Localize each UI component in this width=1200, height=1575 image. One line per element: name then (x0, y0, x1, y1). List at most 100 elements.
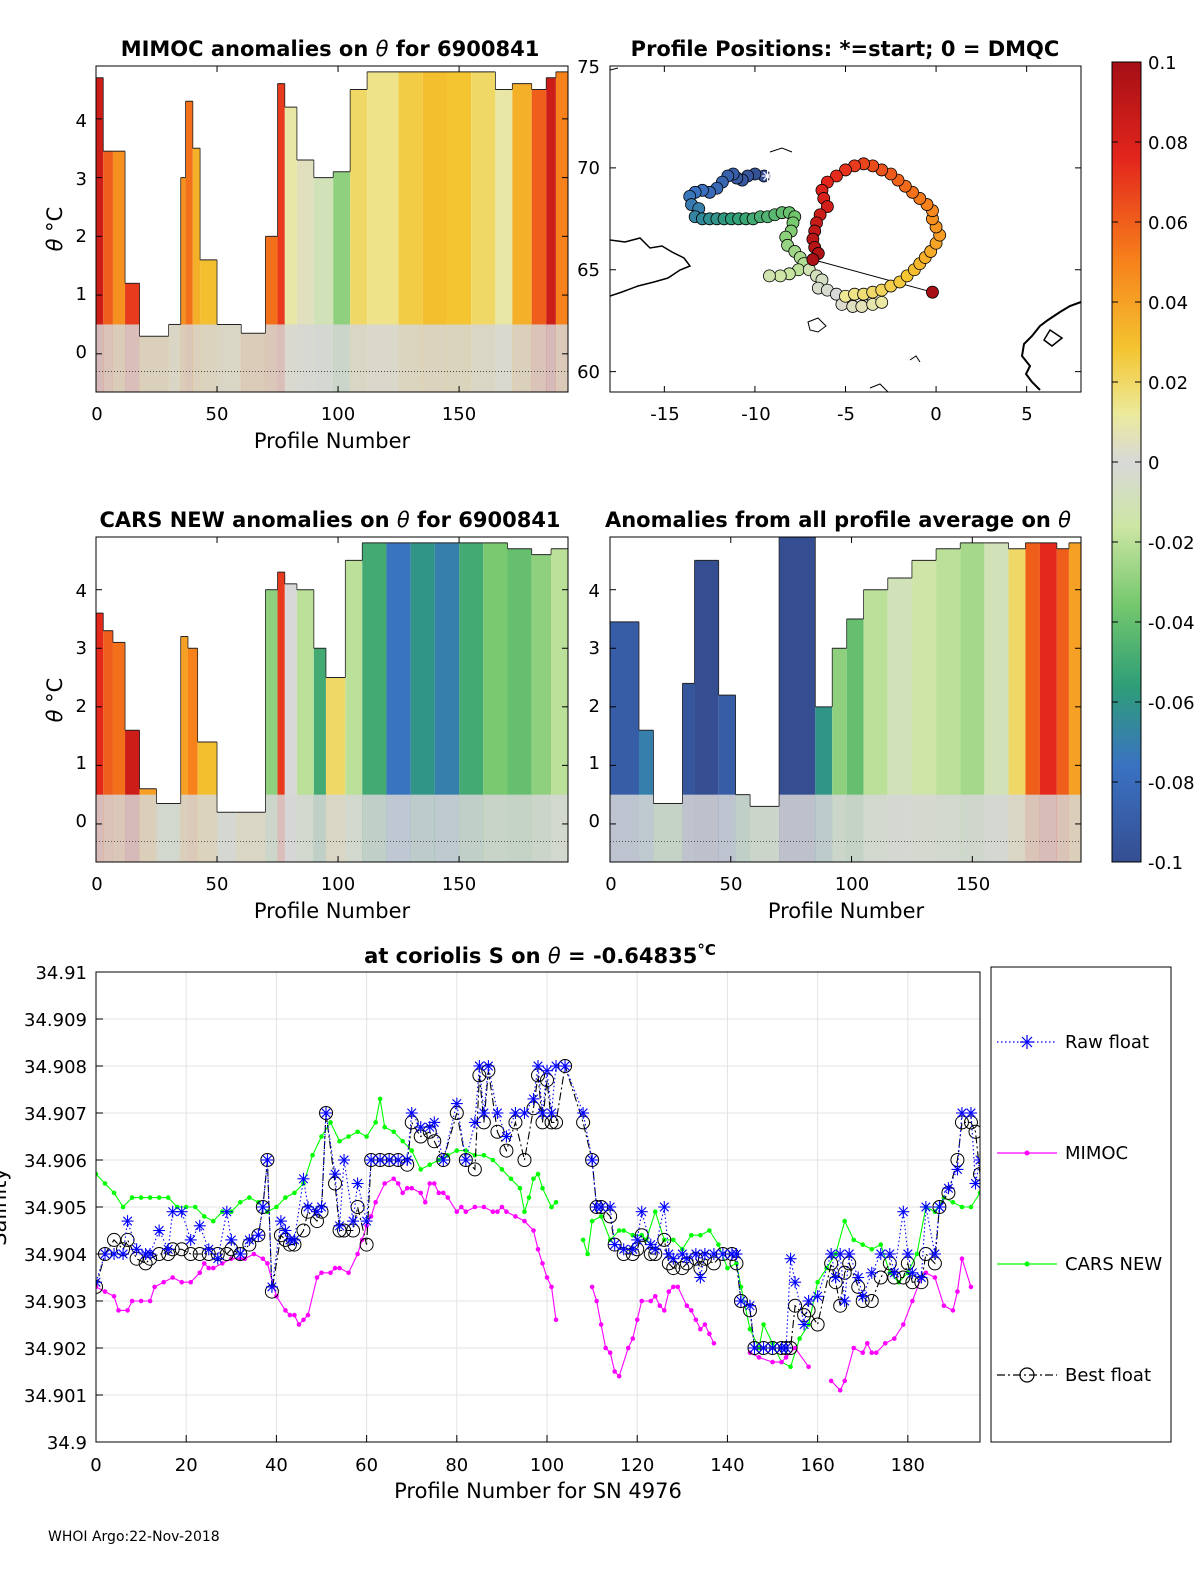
data-point (806, 1364, 811, 1370)
heatmap-column-base (911, 794, 937, 862)
heatmap-column-base (495, 324, 513, 392)
heatmap-column-base (863, 794, 888, 862)
positions-xtick: -15 (650, 404, 679, 425)
cars-ytick: 2 (76, 696, 87, 717)
data-point (382, 1124, 387, 1130)
data-point-stroke (177, 1207, 187, 1217)
data-point (698, 1248, 711, 1260)
heatmap-column-base (125, 794, 140, 862)
data-point (320, 1107, 333, 1119)
data-point (373, 1120, 378, 1125)
colorbar-tick-label: -0.08 (1148, 773, 1195, 794)
heatmap-column-base (398, 324, 423, 392)
data-point-stroke (510, 1108, 521, 1118)
data-point-stroke (100, 1249, 110, 1259)
data-point (261, 1154, 274, 1166)
data-point-stroke (366, 1155, 376, 1165)
data-point-stroke (452, 1098, 462, 1109)
data-point-stroke (916, 1272, 927, 1283)
data-point (522, 1209, 527, 1214)
salinity-ytick: 34.907 (24, 1104, 87, 1125)
profile-position-marker (763, 269, 776, 283)
data-point (174, 1242, 189, 1257)
data-point-stroke (334, 1221, 345, 1231)
data-point (400, 1138, 405, 1144)
data-point (977, 1190, 980, 1196)
salinity-ytick: 34.904 (24, 1245, 87, 1266)
heatmap-column-base (386, 794, 411, 862)
data-point (225, 1233, 238, 1246)
data-point-stroke (609, 1239, 620, 1250)
data-point-stroke (438, 1155, 448, 1165)
heatmap-column-base (750, 806, 780, 862)
cars-ytick: 3 (76, 638, 87, 659)
heatmap-column-base (694, 794, 719, 862)
data-point-stroke (551, 1061, 561, 1071)
data-point (689, 1308, 694, 1313)
heatmap-column (103, 630, 113, 862)
data-point-stroke (267, 1282, 277, 1292)
data-point-stroke (628, 1244, 638, 1254)
data-point-stroke (501, 1131, 512, 1142)
data-point-stroke (943, 1183, 954, 1193)
salinity-xtick: 40 (265, 1455, 288, 1476)
heatmap-column-base (1068, 794, 1081, 862)
data-point (233, 1247, 248, 1261)
heatmap-column-base (180, 794, 188, 862)
data-point (111, 1294, 117, 1299)
heatmap-column-base (735, 794, 751, 862)
data-point (108, 1248, 121, 1260)
heatmap-column-base (483, 794, 508, 862)
data-point (842, 1218, 847, 1224)
heatmap-column-base (96, 794, 104, 862)
data-point (147, 1195, 153, 1200)
data-point (964, 1107, 977, 1119)
data-point-stroke (767, 1343, 778, 1353)
profile-position-marker (926, 285, 939, 299)
salinity-xtick: 180 (891, 1455, 925, 1476)
data-point (138, 1195, 144, 1200)
data-point (337, 1223, 352, 1238)
allprof-ytick: 0 (589, 811, 600, 832)
salinity-ytick: 34.905 (24, 1198, 87, 1219)
mimoc-axes (95, 66, 568, 392)
heatmap-column-base (241, 333, 266, 392)
data-point (734, 1261, 739, 1266)
data-point (698, 1232, 703, 1238)
data-point (747, 1326, 753, 1332)
allprof-ytick: 4 (589, 581, 600, 602)
heatmap-column-base (187, 794, 198, 862)
allprof-title: Anomalies from all profile average on θ (605, 508, 1071, 532)
data-point (526, 1195, 532, 1200)
data-point (427, 1134, 442, 1149)
float-track (683, 157, 947, 313)
data-point-stroke (731, 1249, 742, 1259)
data-point (192, 1204, 198, 1210)
data-point (183, 1247, 198, 1261)
colorbar-tick-label: 0 (1148, 453, 1159, 474)
heatmap-column-base (531, 794, 552, 862)
allprof-ytick: 3 (589, 638, 600, 659)
data-point (852, 1271, 865, 1284)
data-point (166, 1205, 179, 1218)
data-point (409, 1185, 415, 1191)
colorbar-tick-label: -0.04 (1148, 613, 1195, 634)
data-point (901, 1322, 906, 1327)
heatmap-column (350, 89, 368, 392)
heatmap-column-base (296, 324, 314, 392)
heatmap-column (277, 83, 285, 392)
data-point (255, 1200, 270, 1214)
data-point (919, 1201, 932, 1213)
data-point (780, 1342, 793, 1354)
legend-item-raw: Raw float (997, 1032, 1149, 1053)
data-point (950, 1200, 956, 1205)
data-point (404, 1185, 410, 1191)
circle-marker-icon (1019, 1367, 1035, 1383)
data-point (873, 1270, 888, 1285)
data-point (283, 1308, 288, 1313)
data-point (585, 1153, 600, 1167)
data-point (283, 1195, 288, 1200)
positions-xtick: -10 (741, 404, 770, 425)
heatmap-column-base (103, 324, 113, 392)
data-point (468, 1116, 481, 1129)
